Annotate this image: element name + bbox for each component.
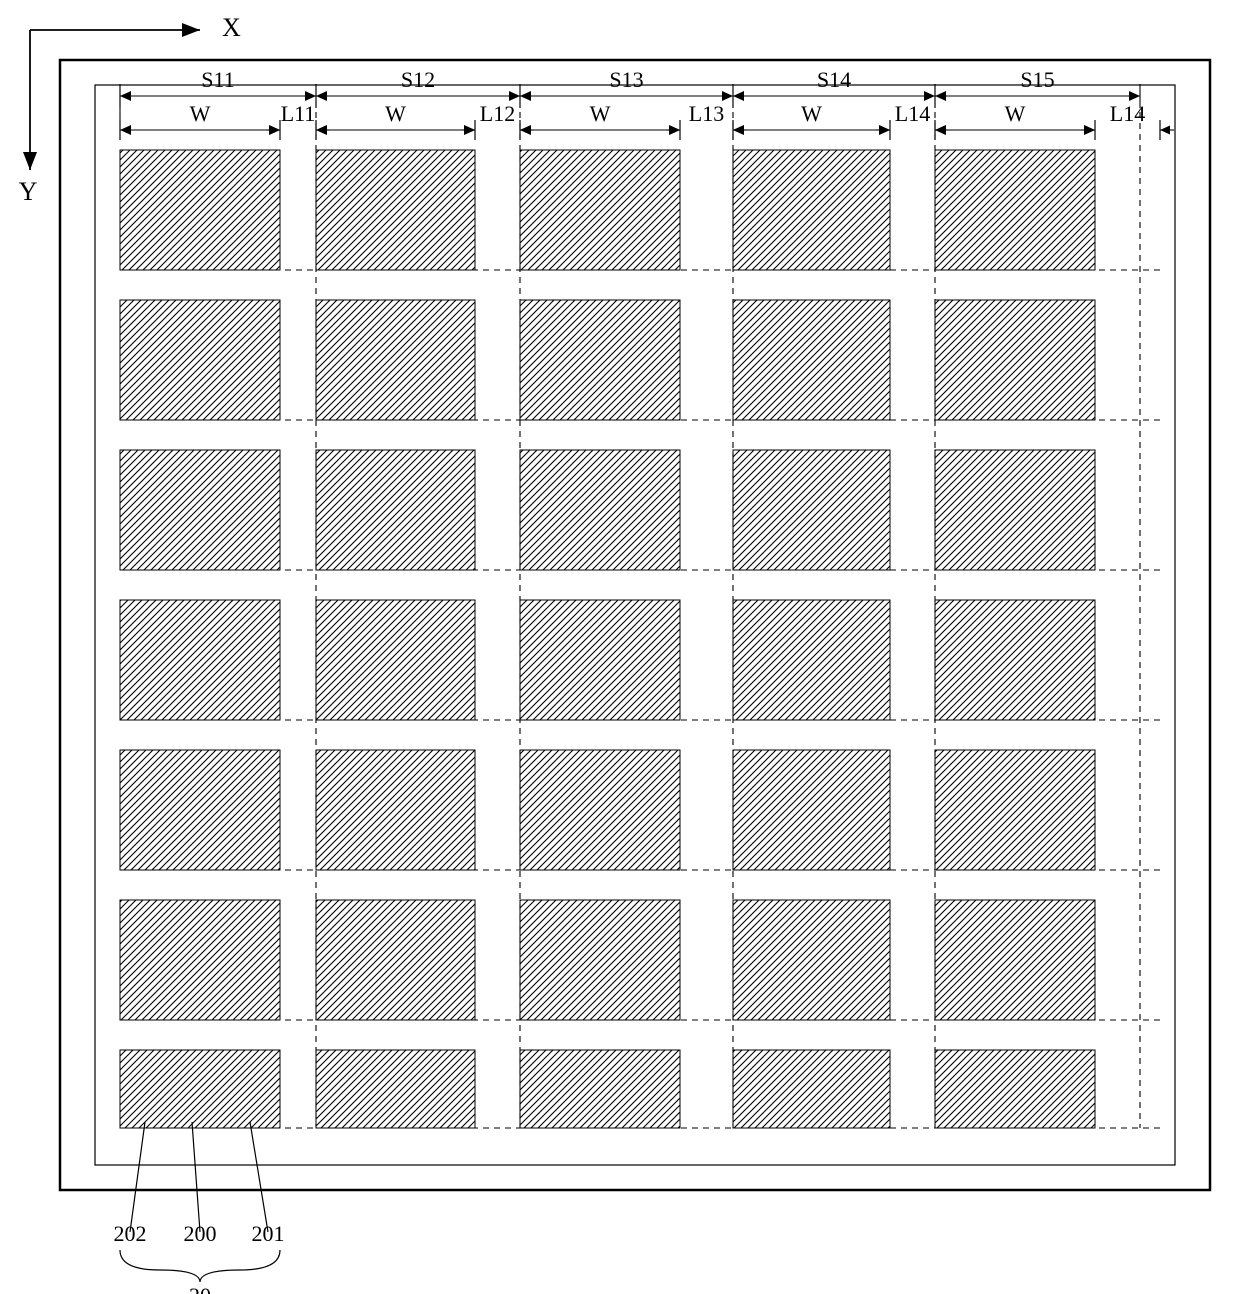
die-cell xyxy=(316,900,475,1020)
die-cell xyxy=(935,750,1095,870)
die-cell xyxy=(935,600,1095,720)
die-cell xyxy=(120,750,280,870)
svg-text:W: W xyxy=(190,101,211,126)
die-cell xyxy=(733,900,890,1020)
die-cell xyxy=(120,150,280,270)
die-cell xyxy=(316,750,475,870)
die-cell xyxy=(935,450,1095,570)
die-cell xyxy=(316,1050,475,1128)
svg-text:S15: S15 xyxy=(1020,67,1054,92)
svg-text:W: W xyxy=(1005,101,1026,126)
die-cell xyxy=(120,900,280,1020)
die-cell xyxy=(733,150,890,270)
svg-text:W: W xyxy=(385,101,406,126)
die-cell xyxy=(520,900,680,1020)
svg-text:202: 202 xyxy=(114,1221,147,1246)
die-cell xyxy=(733,750,890,870)
die-cell xyxy=(733,1050,890,1128)
svg-text:W: W xyxy=(801,101,822,126)
die-cell xyxy=(733,300,890,420)
die-cell xyxy=(733,450,890,570)
figure: XYS11S12S13S14S15WL11WL12WL13WL14WL14202… xyxy=(0,0,1240,1294)
svg-text:20: 20 xyxy=(189,1283,211,1294)
svg-text:L14: L14 xyxy=(895,101,930,126)
svg-text:201: 201 xyxy=(252,1221,285,1246)
svg-text:L11: L11 xyxy=(281,101,316,126)
die-cell xyxy=(520,150,680,270)
die-cell xyxy=(120,450,280,570)
die-cell xyxy=(935,900,1095,1020)
die-cell xyxy=(520,1050,680,1128)
svg-text:S13: S13 xyxy=(609,67,643,92)
svg-text:Y: Y xyxy=(19,177,38,206)
die-cell xyxy=(935,150,1095,270)
die-cell xyxy=(120,300,280,420)
die-cell xyxy=(316,300,475,420)
die-cell xyxy=(520,450,680,570)
die-cell xyxy=(733,600,890,720)
die-cell xyxy=(520,600,680,720)
svg-text:X: X xyxy=(222,13,241,42)
die-cell xyxy=(120,1050,280,1128)
svg-text:S11: S11 xyxy=(201,67,234,92)
die-cell xyxy=(316,450,475,570)
die-cell xyxy=(935,1050,1095,1128)
svg-text:S14: S14 xyxy=(817,67,851,92)
die-cell xyxy=(316,600,475,720)
die-cell xyxy=(520,300,680,420)
svg-text:L13: L13 xyxy=(689,101,724,126)
die-cell xyxy=(120,600,280,720)
die-cell xyxy=(316,150,475,270)
svg-text:200: 200 xyxy=(184,1221,217,1246)
svg-text:L12: L12 xyxy=(480,101,515,126)
die-cell xyxy=(520,750,680,870)
svg-text:L14: L14 xyxy=(1110,101,1145,126)
die-cell xyxy=(935,300,1095,420)
svg-text:S12: S12 xyxy=(401,67,435,92)
diagram-root: XYS11S12S13S14S15WL11WL12WL13WL14WL14202… xyxy=(0,0,1240,1294)
svg-text:W: W xyxy=(590,101,611,126)
